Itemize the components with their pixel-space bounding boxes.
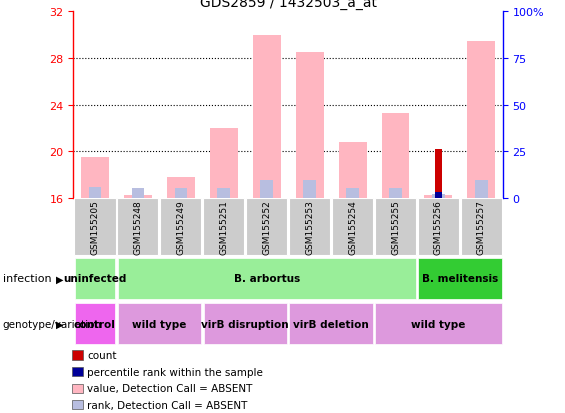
Text: GSM155249: GSM155249 [176, 200, 185, 254]
Bar [89, 188, 101, 198]
Bar [424, 196, 453, 198]
Bar [434, 193, 442, 198]
Text: uninfected: uninfected [63, 274, 127, 284]
Bar [175, 189, 187, 198]
Text: GSM155248: GSM155248 [133, 200, 142, 254]
Bar [375, 199, 416, 256]
Bar [203, 199, 244, 256]
Text: GSM155205: GSM155205 [90, 200, 99, 255]
Title: GDS2859 / 1432503_a_at: GDS2859 / 1432503_a_at [199, 0, 377, 10]
Text: virB deletion: virB deletion [293, 319, 369, 329]
Bar [418, 259, 502, 299]
Bar [295, 53, 324, 198]
Bar [338, 142, 367, 198]
Bar [118, 199, 158, 256]
Text: GSM155254: GSM155254 [348, 200, 357, 254]
Text: wild type: wild type [132, 319, 186, 329]
Bar [332, 199, 373, 256]
Bar [467, 41, 496, 198]
Text: value, Detection Call = ABSENT: value, Detection Call = ABSENT [88, 383, 253, 393]
Bar [132, 189, 144, 198]
Bar [389, 188, 402, 198]
Text: GSM155255: GSM155255 [391, 200, 400, 255]
Bar [218, 188, 230, 198]
Bar [118, 259, 416, 299]
Text: count: count [88, 350, 117, 360]
Text: genotype/variation: genotype/variation [3, 319, 102, 329]
Bar [72, 400, 83, 409]
Bar [461, 199, 502, 256]
Bar [72, 384, 83, 393]
Bar [124, 196, 152, 198]
Text: B. melitensis: B. melitensis [422, 274, 498, 284]
Text: virB disruption: virB disruption [201, 319, 289, 329]
Bar [434, 150, 442, 198]
Text: rank, Detection Call = ABSENT: rank, Detection Call = ABSENT [88, 400, 247, 410]
Text: control: control [74, 319, 116, 329]
Bar [160, 199, 201, 256]
Text: GSM155252: GSM155252 [262, 200, 271, 254]
Text: GSM155257: GSM155257 [477, 200, 486, 255]
Text: infection: infection [3, 274, 51, 284]
Bar [210, 128, 238, 198]
Bar [289, 199, 330, 256]
Bar [75, 304, 115, 344]
Bar [303, 181, 316, 198]
Bar [203, 304, 287, 344]
Bar [375, 304, 502, 344]
Bar [81, 158, 109, 198]
Bar [432, 194, 445, 198]
Bar [118, 304, 201, 344]
Bar [253, 36, 281, 198]
Text: ▶: ▶ [55, 274, 63, 284]
Text: ▶: ▶ [55, 319, 63, 329]
Bar [72, 367, 83, 376]
Bar [75, 199, 115, 256]
Bar [72, 351, 83, 360]
Bar [418, 199, 459, 256]
Bar [346, 188, 359, 198]
Bar [475, 181, 488, 198]
Text: wild type: wild type [411, 319, 466, 329]
Bar [75, 259, 115, 299]
Bar [246, 199, 287, 256]
Text: percentile rank within the sample: percentile rank within the sample [88, 367, 263, 377]
Bar [289, 304, 373, 344]
Text: GSM155253: GSM155253 [305, 200, 314, 255]
Text: B. arbortus: B. arbortus [233, 274, 300, 284]
Text: GSM155256: GSM155256 [434, 200, 443, 255]
Bar [381, 114, 410, 198]
Bar [167, 177, 195, 198]
Bar [260, 181, 273, 198]
Text: GSM155251: GSM155251 [219, 200, 228, 255]
